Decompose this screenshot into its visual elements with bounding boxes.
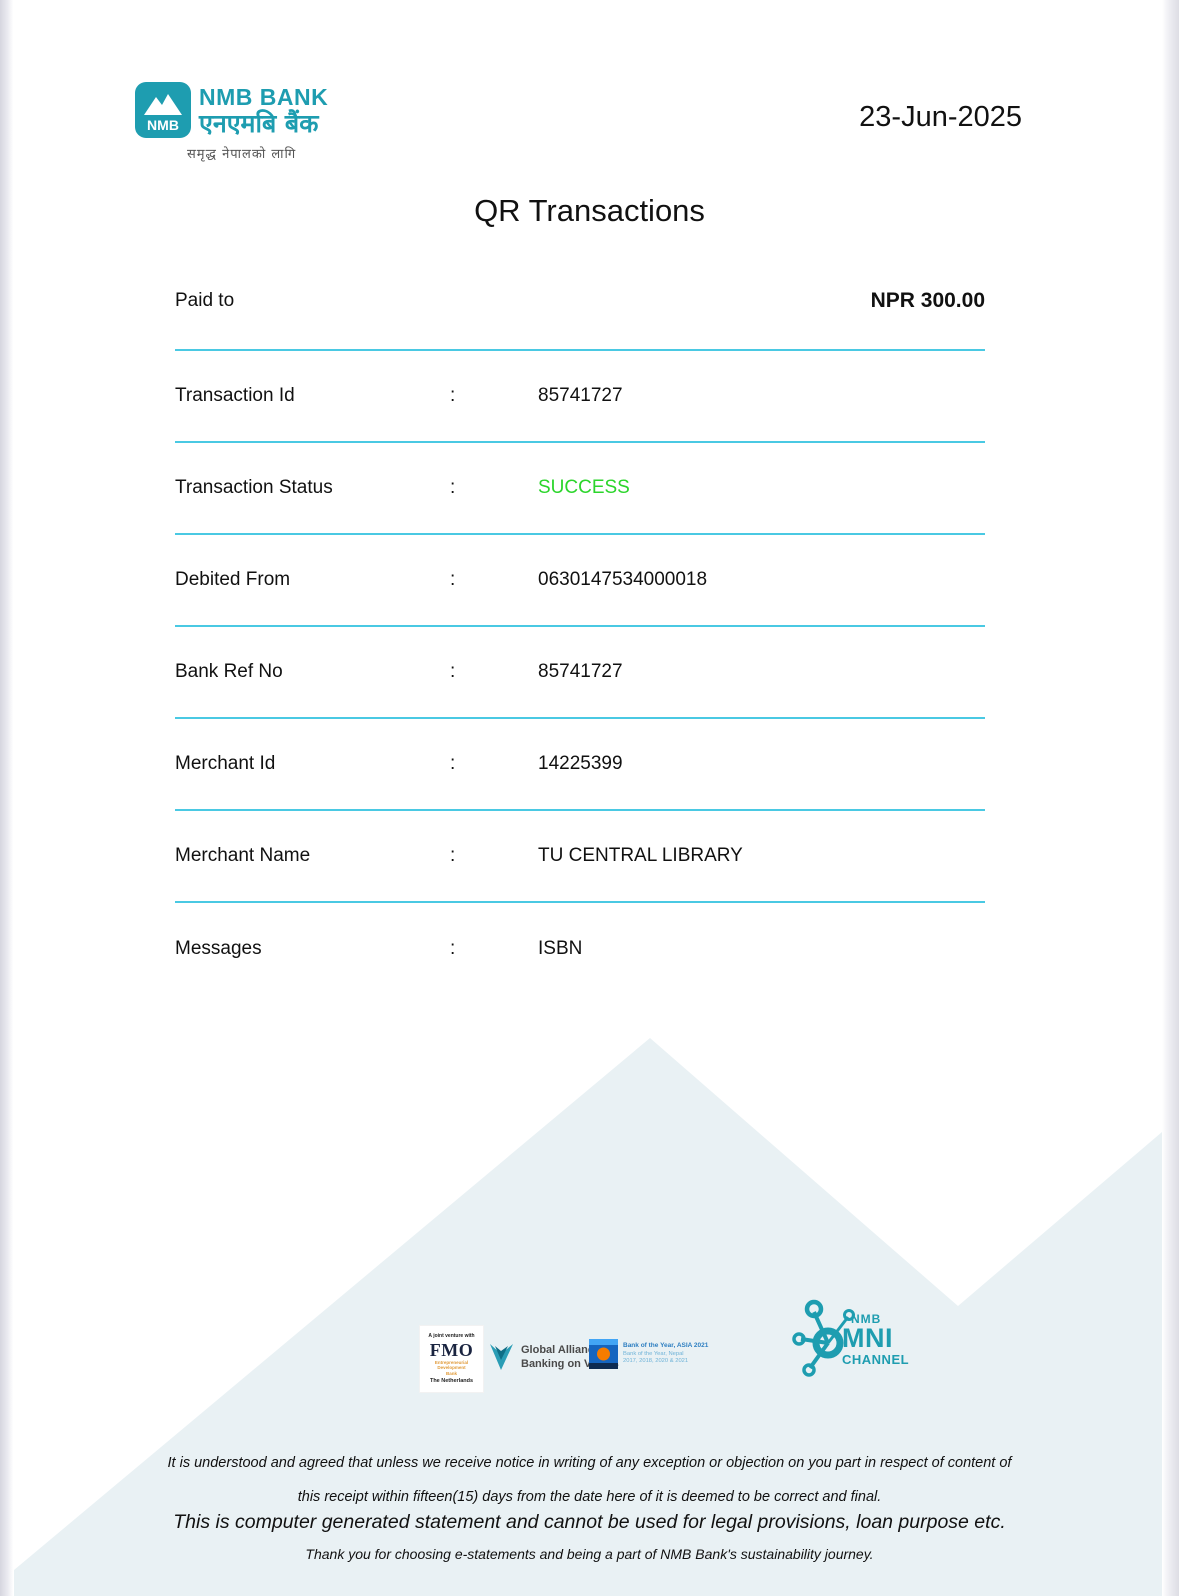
disclaimer-line-3: This is computer generated statement and…: [173, 1511, 1006, 1533]
summary-row: Paid to NPR 300.00: [175, 289, 985, 313]
nmb-bank-logo: NMB NMB BANK एनएमबि बैंक समृद्ध नेपालको …: [135, 82, 395, 162]
table-row-merchant-id: Merchant Id : 14225399: [175, 719, 985, 811]
row-label: Merchant Id: [175, 753, 276, 774]
row-label: Debited From: [175, 569, 291, 590]
bank-of-year-award: Bank of the Year, ASIA 2021 Bank of the …: [589, 1339, 708, 1369]
award-line1: Bank of the Year, ASIA 2021: [623, 1341, 709, 1349]
transaction-table: Transaction Id : 85741727 Transaction St…: [175, 349, 985, 995]
row-value: 0630147534000018: [538, 569, 708, 590]
row-value: TU CENTRAL LIBRARY: [538, 845, 743, 866]
fmo-joint-venture-text: A joint venture with: [428, 1332, 475, 1339]
paid-to-label: Paid to: [175, 290, 235, 311]
page-right-edge-shadow: [1162, 0, 1179, 1596]
row-colon: :: [450, 938, 456, 959]
disclaimer-line-1: It is understood and agreed that unless …: [167, 1455, 1012, 1471]
disclaimer-line-4: Thank you for choosing e-statements and …: [305, 1546, 874, 1562]
table-row-bank-ref-no: Bank Ref No : 85741727: [175, 627, 985, 719]
award-line3: 2017, 2018, 2020 & 2021: [623, 1358, 689, 1365]
gabv-bird-icon: [490, 1344, 513, 1370]
fmo-sub-text-3: Bank: [445, 1370, 457, 1376]
award-line2: Bank of the Year, Nepal: [623, 1350, 684, 1357]
amount-value: NPR 300.00: [870, 289, 985, 312]
row-colon: :: [450, 753, 456, 774]
table-row-merchant-name: Merchant Name : TU CENTRAL LIBRARY: [175, 811, 985, 903]
disclaimer-line-2: this receipt within fifteen(15) days fro…: [297, 1489, 882, 1505]
row-colon: :: [450, 569, 456, 590]
nmb-omni-channel-logo: NMB MNI CHANNEL: [792, 1297, 927, 1383]
fmo-country-text: The Netherlands: [429, 1377, 474, 1384]
row-label: Merchant Name: [175, 845, 311, 866]
table-row-debited-from: Debited From : 0630147534000018: [175, 535, 985, 627]
table-row-transaction-status: Transaction Status : SUCCESS: [175, 443, 985, 535]
row-colon: :: [450, 661, 456, 682]
row-label: Bank Ref No: [175, 661, 283, 682]
table-row-transaction-id: Transaction Id : 85741727: [175, 351, 985, 443]
page-left-edge-shadow: [0, 0, 14, 1596]
row-value: 14225399: [538, 753, 623, 774]
omni-nmb-text: NMB: [851, 1312, 882, 1326]
row-colon: :: [450, 385, 456, 406]
nmb-mountain-icon: NMB: [135, 82, 191, 138]
bank-name-devanagari: एनएमबि बैंक: [199, 109, 319, 138]
row-label: Messages: [175, 938, 262, 959]
row-value: 85741727: [538, 661, 623, 682]
omni-network-icon: [792, 1299, 855, 1377]
page-title: QR Transactions: [474, 193, 705, 228]
bank-name: NMB BANK: [199, 84, 329, 110]
omni-mni-text: MNI: [842, 1323, 893, 1353]
row-value: 85741727: [538, 385, 623, 406]
statement-date: 23-Jun-2025: [859, 101, 1022, 133]
fmo-sub-text-1: Entrepreneurial: [434, 1360, 469, 1366]
fmo-sub-text-2: Development: [437, 1365, 466, 1371]
bank-tagline: समृद्ध नेपालको लागि: [187, 147, 297, 162]
logo-nmb-text: NMB: [147, 117, 179, 133]
row-value: ISBN: [538, 938, 583, 959]
table-row-messages: Messages : ISBN: [175, 903, 985, 995]
row-colon: :: [450, 845, 456, 866]
omni-channel-text: CHANNEL: [842, 1352, 910, 1367]
row-colon: :: [450, 477, 456, 498]
award-badge-icon: [589, 1339, 618, 1369]
fmo-logo: A joint venture with FMO Entrepreneurial…: [420, 1326, 483, 1392]
status-badge: SUCCESS: [538, 477, 630, 498]
row-label: Transaction Id: [175, 385, 295, 406]
row-label: Transaction Status: [175, 477, 333, 498]
fmo-name-text: FMO: [429, 1339, 474, 1360]
mountain-glyph: [144, 94, 182, 115]
